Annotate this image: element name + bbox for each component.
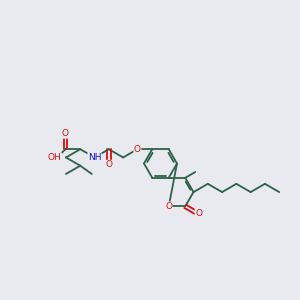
Text: O: O	[134, 145, 141, 154]
Text: OH: OH	[48, 153, 61, 162]
Text: O: O	[195, 209, 202, 218]
Text: NH: NH	[88, 153, 101, 162]
Text: O: O	[165, 202, 172, 211]
Text: O: O	[62, 129, 69, 138]
Text: O: O	[105, 160, 112, 169]
